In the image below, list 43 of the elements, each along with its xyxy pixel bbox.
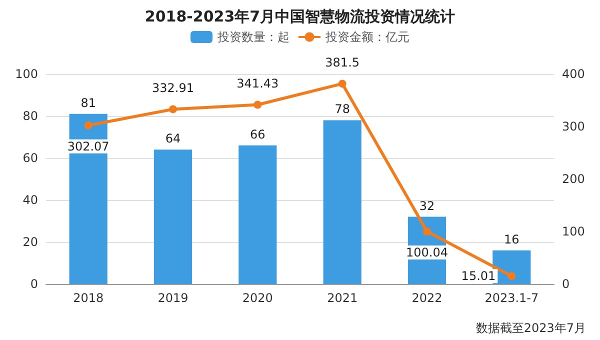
y-tick-label: 60 xyxy=(22,151,38,165)
y2-tick-label: 200 xyxy=(562,172,585,186)
y2-tick-label: 300 xyxy=(562,120,585,134)
y-tick-label: 40 xyxy=(22,193,38,207)
text: 数据截至2023年7月 xyxy=(476,321,586,335)
y-tick-label: 20 xyxy=(22,235,38,249)
data-label: 381.5 xyxy=(325,56,360,70)
x-tick-label: 2019 xyxy=(158,291,188,305)
y-tick-label: 0 xyxy=(30,277,38,291)
data-label: 100.04 xyxy=(406,245,448,260)
point xyxy=(84,121,92,130)
bar xyxy=(69,114,108,284)
point xyxy=(254,100,262,109)
bar xyxy=(154,150,192,284)
legend-label: 投资数量：起 xyxy=(216,30,290,44)
point xyxy=(508,272,516,280)
data-label: 302.07 xyxy=(67,139,110,154)
bar xyxy=(323,120,362,284)
y2-tick-label: 100 xyxy=(562,224,585,238)
point xyxy=(169,105,177,114)
x-tick-label: 2023.1-7 xyxy=(484,291,539,305)
x-tick-label: 2018 xyxy=(73,291,104,305)
data-label: 16 xyxy=(504,232,520,246)
data-label: 32 xyxy=(419,198,435,213)
legend-label: 投资金额：亿元 xyxy=(324,30,410,44)
point xyxy=(338,80,346,88)
chart-title: 2018-2023年7月中国智慧物流投资情况统计 xyxy=(144,8,456,26)
data-label: 15.01 xyxy=(461,269,496,284)
point xyxy=(423,227,431,236)
x-tick-label: 2022 xyxy=(412,291,442,305)
x-tick-label: 2021 xyxy=(327,291,358,305)
data-label: 66 xyxy=(250,127,266,142)
data-label: 81 xyxy=(80,96,96,110)
bar xyxy=(238,145,277,284)
data-label: 332.91 xyxy=(152,81,194,96)
y2-tick-label: 0 xyxy=(562,277,570,291)
y-tick-label: 100 xyxy=(15,67,38,81)
y2-tick-label: 400 xyxy=(562,67,585,81)
data-label: 64 xyxy=(165,132,181,146)
x-tick-label: 2020 xyxy=(242,291,273,305)
y-tick-label: 80 xyxy=(22,109,38,123)
data-label: 78 xyxy=(334,102,350,116)
data-label: 341.43 xyxy=(236,76,279,91)
